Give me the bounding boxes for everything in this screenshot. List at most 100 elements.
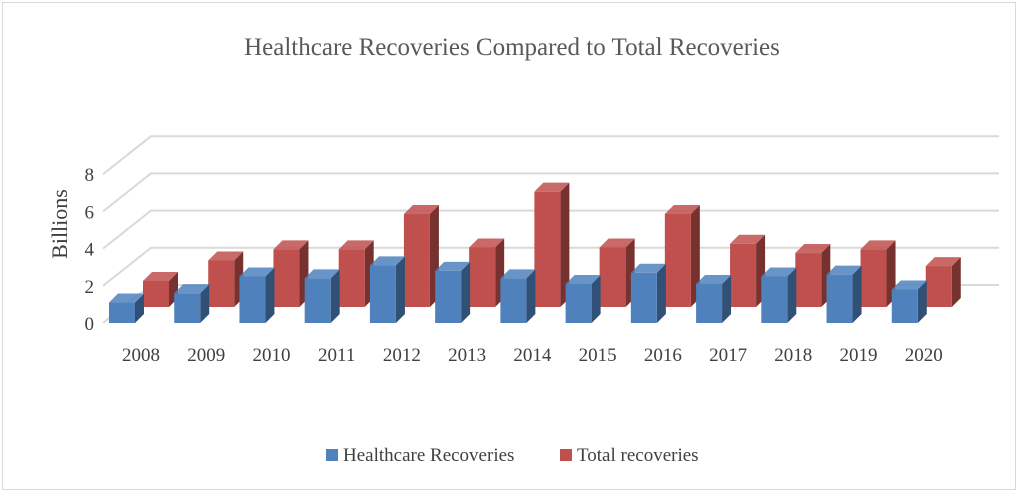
bar-healthcare-recoveries-2019 (826, 265, 862, 323)
bar-total-recoveries-2015-front (599, 247, 626, 307)
bar-total-recoveries-2019-top (860, 240, 896, 250)
bar-healthcare-recoveries-2013-top (435, 261, 471, 271)
bar-healthcare-recoveries-2008 (109, 293, 144, 323)
x-tick-label: 2013 (448, 345, 486, 366)
bar-total-recoveries-2019-front (860, 249, 887, 307)
bar-total-recoveries-2011-top (338, 240, 374, 250)
bar-chart: Healthcare Recoveries Compared to Total … (47, 34, 999, 466)
x-tick-label: 2012 (383, 345, 421, 366)
bar-healthcare-recoveries-2020-top (891, 280, 927, 290)
bar-total-recoveries-2018-front (795, 253, 822, 307)
bar-healthcare-recoveries-2016-side (656, 263, 666, 323)
bar-total-recoveries-2014-front (534, 191, 561, 307)
bar-healthcare-recoveries-2014-top (500, 269, 536, 279)
chart-frame: Healthcare Recoveries Compared to Total … (2, 2, 1016, 490)
bar-healthcare-recoveries-2008-top (109, 293, 144, 303)
bar-healthcare-recoveries-2009-front (174, 293, 201, 323)
bar-total-recoveries-2020 (925, 257, 961, 307)
bar-total-recoveries-2017-top (730, 234, 766, 244)
bar-total-recoveries-2019 (860, 240, 896, 307)
gridline (102, 172, 999, 213)
x-tick-label: 2010 (252, 345, 290, 366)
chart-title: Healthcare Recoveries Compared to Total … (244, 34, 780, 61)
bar-total-recoveries-2009-front (208, 260, 235, 307)
bar-total-recoveries-2010-front (273, 249, 300, 307)
bar-healthcare-recoveries-2010 (239, 267, 275, 323)
bar-total-recoveries-2012-top (403, 205, 439, 214)
bar-healthcare-recoveries-2014 (500, 269, 536, 323)
bar-healthcare-recoveries-2011-front (304, 278, 331, 323)
bar-healthcare-recoveries-2012 (369, 256, 405, 323)
bar-healthcare-recoveries-2018-front (761, 276, 788, 323)
legend: Healthcare Recoveries Total recoveries (326, 445, 699, 466)
bar-total-recoveries-2009-top (208, 251, 244, 261)
bar-total-recoveries-2013-top (469, 238, 505, 248)
bar-total-recoveries-2012-front (403, 214, 430, 307)
bar-total-recoveries-2008 (143, 271, 178, 307)
gridline (102, 135, 999, 175)
x-tick-label: 2017 (709, 345, 747, 366)
bar-healthcare-recoveries-2015-side (591, 274, 601, 323)
x-tick-label: 2016 (644, 345, 682, 366)
bar-healthcare-recoveries-2017-side (722, 274, 732, 323)
x-tick-label: 2014 (513, 345, 552, 366)
bar-total-recoveries-2018-top (795, 244, 831, 254)
bar-total-recoveries-2016 (664, 205, 700, 307)
bar-healthcare-recoveries-2012-side (395, 256, 405, 323)
bar-healthcare-recoveries-2019-front (826, 274, 853, 323)
bar-total-recoveries-2011 (338, 240, 374, 307)
y-axis-ticks: 0 2 4 6 8 (85, 165, 95, 335)
x-tick-label: 2011 (318, 345, 355, 366)
legend-swatch-healthcare-recoveries (326, 449, 338, 461)
bar-healthcare-recoveries-2018 (761, 267, 797, 323)
bar-healthcare-recoveries-2020-side (917, 280, 927, 323)
bar-healthcare-recoveries-2014-side (526, 269, 536, 323)
bar-healthcare-recoveries-2011-top (304, 269, 340, 279)
bar-total-recoveries-2016-top (664, 205, 700, 214)
bar-healthcare-recoveries-2018-top (761, 267, 797, 277)
bar-total-recoveries-2017 (730, 234, 766, 307)
bar-healthcare-recoveries-2010-side (265, 267, 275, 323)
y-tick-label: 6 (85, 202, 95, 223)
bar-total-recoveries-2010 (273, 240, 309, 307)
y-tick-label: 4 (85, 240, 95, 261)
y-axis-title: Billions (47, 189, 72, 259)
bar-total-recoveries-2012 (403, 205, 439, 307)
bar-healthcare-recoveries-2015-front (565, 283, 592, 323)
bar-total-recoveries-2020-side (951, 257, 961, 307)
bar-total-recoveries-2020-front (925, 266, 952, 307)
bar-total-recoveries-2011-front (338, 249, 365, 307)
bar-total-recoveries-2008-top (143, 271, 178, 281)
x-tick-label: 2015 (579, 345, 617, 366)
x-axis-ticks: 2008 2009 2010 2011 2012 2013 2014 2015 2016 2017… (122, 345, 943, 366)
legend-label-healthcare-recoveries: Healthcare Recoveries (343, 445, 514, 466)
bar-healthcare-recoveries-2008-front (109, 302, 135, 323)
y-tick-label: 0 (85, 314, 95, 335)
bar-healthcare-recoveries-2011-side (330, 269, 340, 323)
bar-healthcare-recoveries-2017-top (696, 274, 732, 284)
bar-total-recoveries-2016-front (664, 214, 691, 307)
bar-total-recoveries-2014-side (560, 182, 570, 307)
bar-healthcare-recoveries-2019-top (826, 265, 862, 275)
bar-healthcare-recoveries-2012-front (369, 265, 396, 323)
bar-healthcare-recoveries-2020 (891, 280, 927, 323)
bar-healthcare-recoveries-2016 (630, 263, 666, 323)
y-tick-label: 8 (85, 165, 95, 186)
x-tick-label: 2018 (774, 345, 812, 366)
bars (109, 182, 961, 323)
bar-healthcare-recoveries-2009-side (200, 284, 210, 323)
bar-total-recoveries-2014-top (534, 182, 570, 192)
bar-healthcare-recoveries-2013-side (461, 261, 471, 323)
bar-healthcare-recoveries-2017 (696, 274, 732, 323)
bar-healthcare-recoveries-2010-top (239, 267, 275, 277)
bar-total-recoveries-2014 (534, 182, 570, 307)
bar-healthcare-recoveries-2008-side (135, 293, 144, 323)
gridline (102, 246, 999, 287)
legend-label-total-recoveries: Total recoveries (577, 445, 699, 466)
bar-total-recoveries-2020-top (925, 257, 961, 267)
bar-total-recoveries-2010-top (273, 240, 309, 250)
bar-total-recoveries-2018 (795, 244, 831, 307)
bar-healthcare-recoveries-2016-front (630, 272, 657, 323)
x-tick-label: 2020 (905, 345, 943, 366)
bar-healthcare-recoveries-2013-front (435, 270, 462, 323)
